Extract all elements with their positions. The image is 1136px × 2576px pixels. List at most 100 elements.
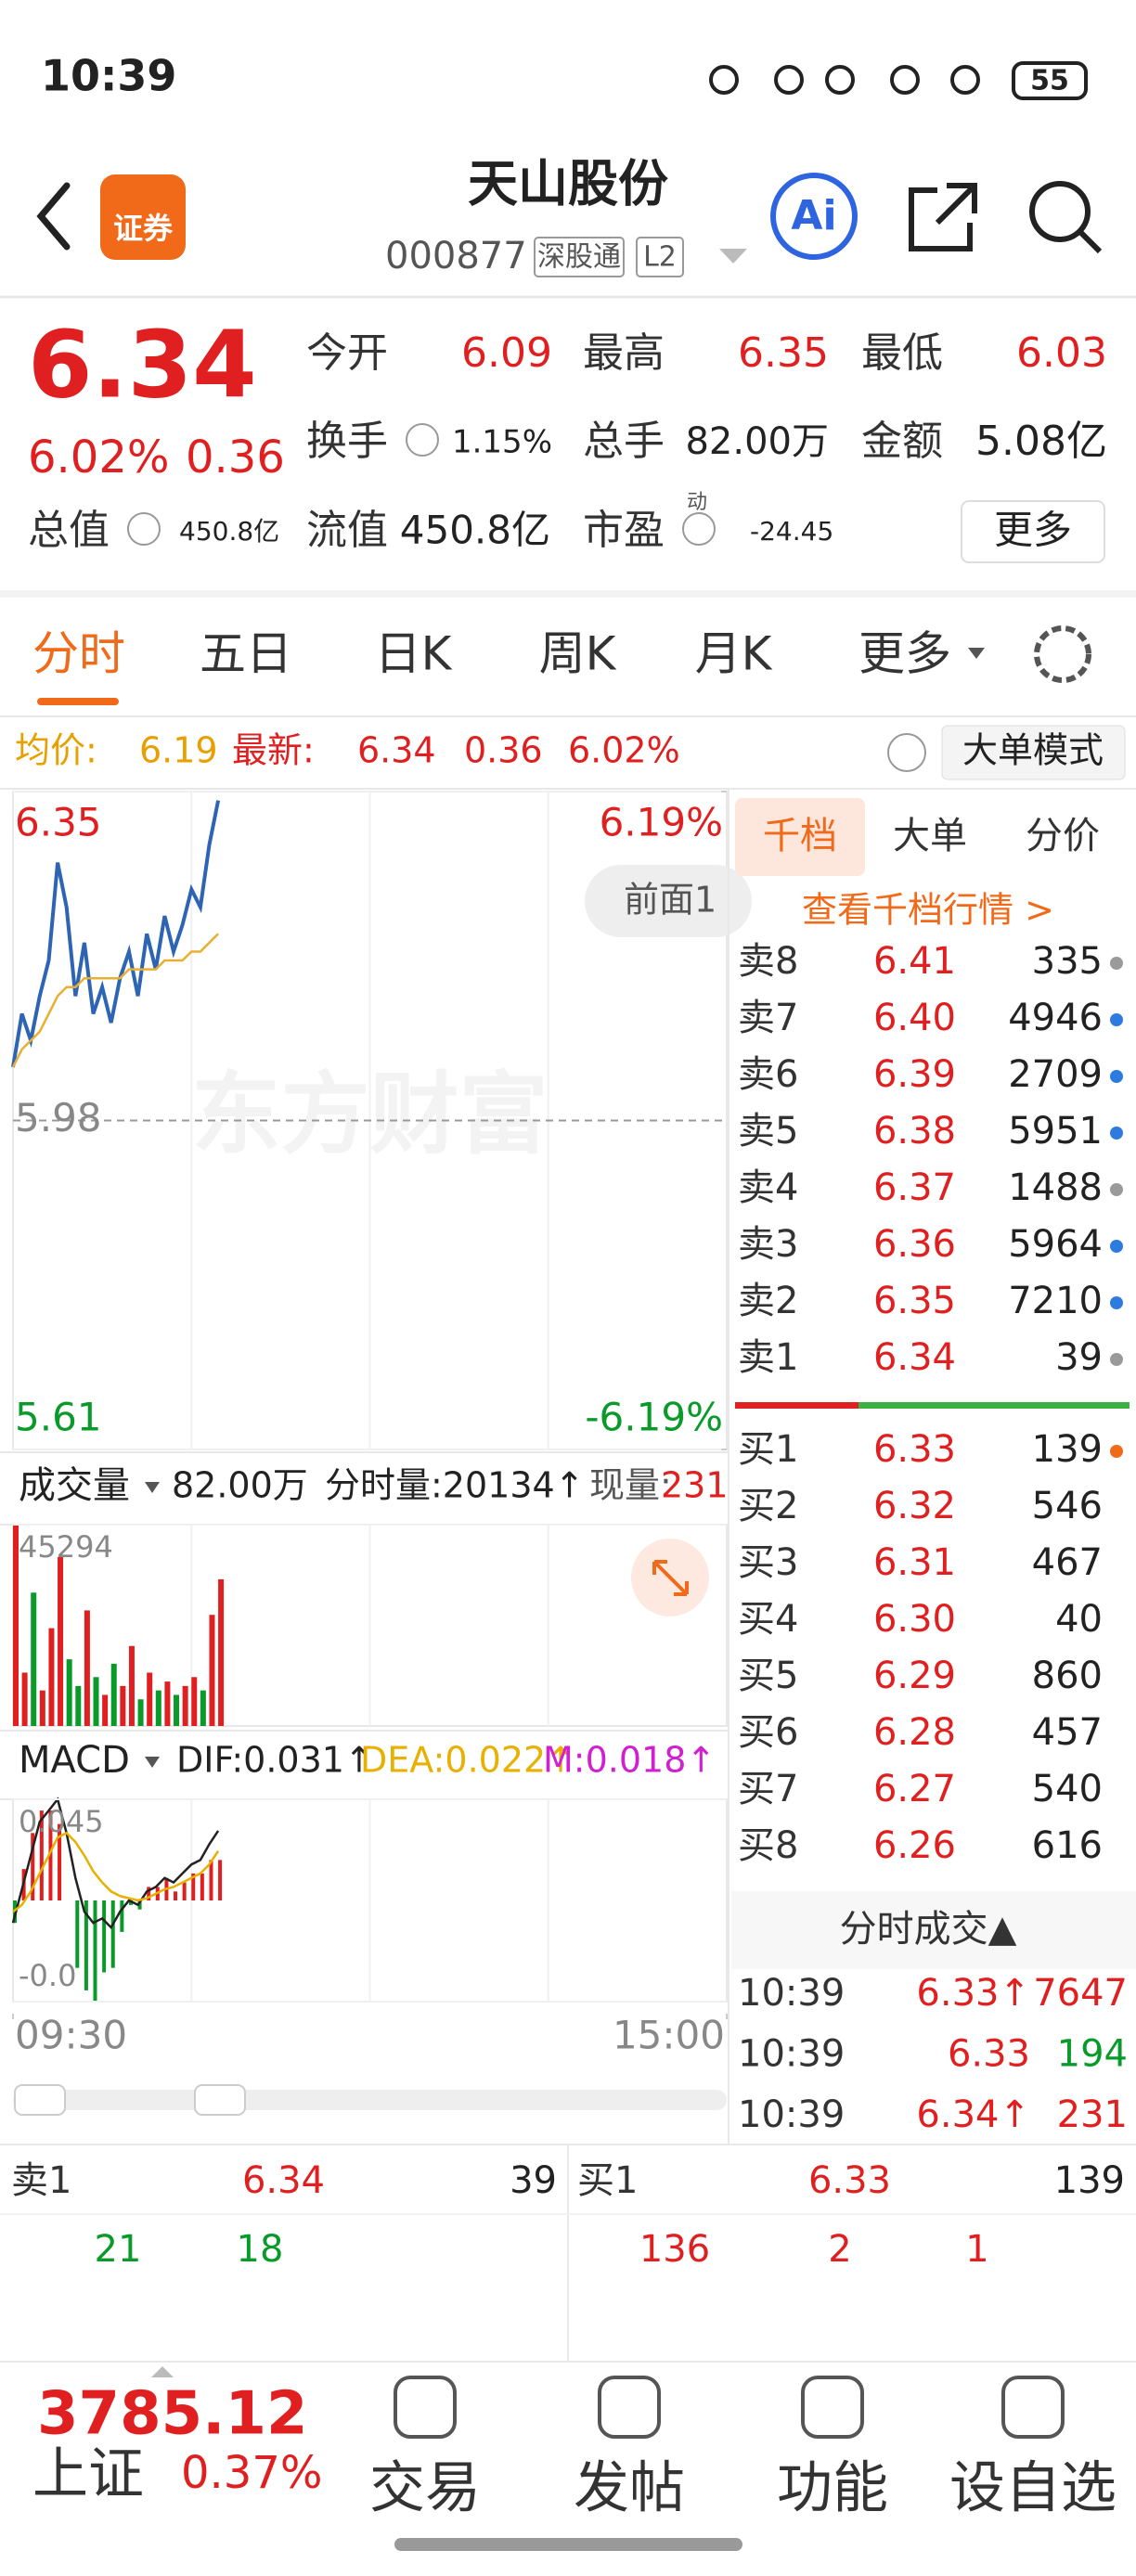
home-indicator	[394, 2538, 742, 2551]
expand-icon	[652, 1560, 689, 1596]
stock-name: 天山股份	[468, 155, 668, 213]
trades-title[interactable]: 分时成交▲	[840, 1908, 1017, 1951]
tab[interactable]: 日K	[375, 627, 453, 681]
section-gap	[0, 590, 1136, 598]
macd-bar	[200, 1873, 204, 1900]
book-tab[interactable]: 分价	[1026, 815, 1100, 857]
tab[interactable]: 五日	[200, 627, 292, 681]
info-icon[interactable]	[127, 512, 161, 546]
level1-volume: 139	[1054, 2159, 1125, 2202]
nav-icon	[801, 2376, 864, 2439]
book-tab[interactable]: 大单	[893, 815, 967, 857]
y-tick-label: -0.0	[19, 1958, 76, 1993]
volume-bar	[174, 1694, 180, 1726]
book-price: 6.30	[873, 1598, 956, 1641]
volume-bar	[182, 1685, 188, 1726]
stat-label: 今开	[306, 329, 388, 377]
y-tick-label: 45294	[19, 1529, 113, 1565]
book-dot	[1110, 1240, 1123, 1253]
book-price: 6.34	[873, 1336, 956, 1379]
tab-caret	[968, 648, 985, 659]
macd-bar	[110, 1900, 115, 1968]
tab[interactable]: 分时	[32, 627, 125, 681]
more-button-label[interactable]: 更多	[994, 508, 1072, 553]
scroll-track	[13, 2090, 727, 2110]
help-icon[interactable]	[887, 733, 926, 772]
volume-bar	[102, 1694, 109, 1726]
trade-volume: 194	[1057, 2033, 1128, 2076]
scroll-handle[interactable]	[194, 2084, 246, 2116]
dropdown[interactable]	[719, 249, 747, 264]
book-volume: 39	[1055, 1336, 1103, 1379]
last-price: 6.34	[28, 310, 257, 419]
level1-label: 卖1	[11, 2159, 71, 2202]
nav-item[interactable]: 功能	[777, 2456, 888, 2521]
book-label: 卖8	[738, 940, 798, 983]
trade-volume: 231	[1057, 2093, 1128, 2136]
change-percent: 6.02%	[568, 730, 680, 771]
stat-value: 82.00万	[685, 420, 829, 463]
badge	[100, 174, 186, 260]
tab-underline	[37, 698, 119, 705]
book-price: 6.41	[873, 940, 956, 983]
book-tab[interactable]: 千档	[763, 815, 837, 857]
y-tick-label: 0.045	[19, 1804, 104, 1839]
stat-label: 流值	[306, 507, 388, 554]
stat-value: 6.35	[738, 329, 829, 377]
book-volume: 335	[1032, 940, 1103, 983]
macd-bar	[31, 1833, 35, 1900]
tab-highlight	[735, 798, 865, 876]
nav-item[interactable]: 设自选	[949, 2456, 1117, 2521]
book-dot	[1110, 1183, 1123, 1196]
settings-button[interactable]	[1034, 625, 1091, 683]
more-button[interactable]	[961, 500, 1105, 563]
panel-title[interactable]: MACD	[19, 1739, 130, 1782]
order-size: 136	[639, 2228, 710, 2271]
mode-button[interactable]	[941, 725, 1126, 780]
nav-item[interactable]: 发帖	[574, 2456, 685, 2521]
volume-bar	[164, 1681, 171, 1726]
volume-bar	[200, 1690, 206, 1726]
volume-bar	[31, 1592, 37, 1726]
y-tick-label: 5.98	[15, 1095, 102, 1140]
change-amount: 0.36	[186, 431, 285, 483]
volume-bar	[120, 1685, 126, 1726]
tag: 深股通	[537, 241, 621, 274]
tab[interactable]: 更多	[858, 627, 951, 681]
stat-value: 5.08亿	[975, 418, 1107, 465]
book-label: 卖7	[738, 997, 798, 1039]
book-price: 6.28	[873, 1711, 956, 1754]
tag-box	[534, 237, 625, 277]
tab[interactable]: 月K	[695, 627, 773, 681]
macd-bar	[174, 1891, 178, 1900]
book-dot	[1110, 1070, 1123, 1083]
info-icon[interactable]	[406, 423, 439, 457]
search-button[interactable]	[1029, 181, 1091, 242]
volume-bar	[110, 1663, 117, 1726]
nav-item[interactable]: 交易	[369, 2456, 481, 2521]
book-label: 买7	[738, 1768, 798, 1810]
tag: L2	[643, 241, 677, 274]
panel-title[interactable]: 成交量	[19, 1464, 130, 1507]
book-label: 买6	[738, 1711, 798, 1754]
book-link[interactable]: 查看千档行情 >	[802, 890, 1054, 931]
index-value[interactable]: 3785.12	[37, 2380, 308, 2449]
annotation: 前面1	[624, 880, 716, 921]
macd-stat: DIF:0.031↑	[176, 1740, 374, 1781]
share-button[interactable]	[909, 183, 977, 251]
trade-time: 10:39	[738, 2033, 845, 2076]
tab[interactable]: 周K	[539, 627, 617, 681]
mode-label[interactable]: 大单模式	[962, 730, 1104, 771]
ai-button[interactable]	[770, 173, 858, 260]
stat-value: -24.45	[750, 516, 833, 547]
ai-label: Ai	[791, 192, 836, 239]
info-icon[interactable]	[682, 512, 716, 546]
book-price: 6.37	[873, 1166, 956, 1209]
badge-text: 证券	[113, 211, 174, 246]
back-button[interactable]	[36, 182, 71, 251]
volume-bar	[147, 1672, 153, 1726]
price-line	[11, 800, 221, 1068]
scroll-handle[interactable]	[14, 2084, 66, 2116]
